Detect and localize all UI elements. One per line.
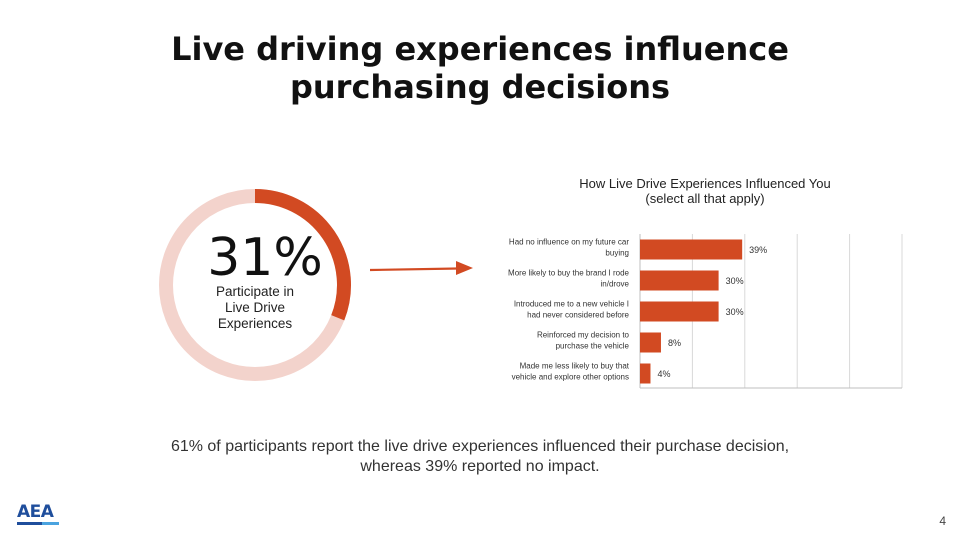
arrow-right-icon (370, 261, 473, 275)
chart-title-line-1: How Live Drive Experiences Influenced Yo… (579, 176, 831, 191)
summary-line-2: whereas 39% reported no impact. (360, 458, 600, 475)
summary-line-1: 61% of participants report the live driv… (170, 438, 790, 455)
title-line-1: Live driving experiences influence (171, 30, 789, 68)
category-label: Reinforced my decision to purchase the ve… (537, 331, 630, 351)
bar (640, 301, 719, 322)
logo-underline (17, 522, 59, 525)
page-number: 4 (939, 514, 946, 528)
donut-caption-line-2: Live Drive (224, 300, 286, 315)
data-label: 8% (668, 338, 681, 348)
summary-text: 61% of participants report the live driv… (80, 437, 880, 477)
chart-title-line-2: (select all that apply) (645, 191, 765, 206)
donut-caption-line-1: Participate in (215, 284, 295, 299)
bar (640, 332, 661, 353)
data-label: 30% (726, 307, 744, 317)
donut-chart (159, 189, 351, 381)
aea-logo: AEA (17, 503, 61, 527)
bar (640, 270, 719, 291)
donut-value-label: 31% (207, 228, 323, 288)
title-line-2: purchasing decisions (289, 68, 671, 106)
chart-title: How Live Drive Experiences Influenced Yo… (510, 176, 900, 206)
data-label: 4% (657, 369, 670, 379)
data-label: 30% (726, 276, 744, 286)
donut-value-arc (254, 189, 351, 321)
bar-chart: 39% Had no influence on my future car buyi… (508, 234, 903, 389)
data-label: 39% (749, 245, 767, 255)
bar (640, 239, 743, 260)
category-label: Had no influence on my future car buying (509, 238, 629, 258)
donut-caption: Participate in Live Drive Experiences (195, 284, 315, 332)
donut-caption-line-3: Experiences (217, 316, 293, 331)
logo-text: AEA (17, 502, 54, 522)
bar (640, 363, 651, 384)
slide-title: Live driving experiences influence purch… (0, 30, 960, 106)
category-label: More likely to buy the brand I rode in/dr… (508, 269, 630, 289)
category-label: Made me less likely to buy that vehicle a… (512, 362, 630, 382)
